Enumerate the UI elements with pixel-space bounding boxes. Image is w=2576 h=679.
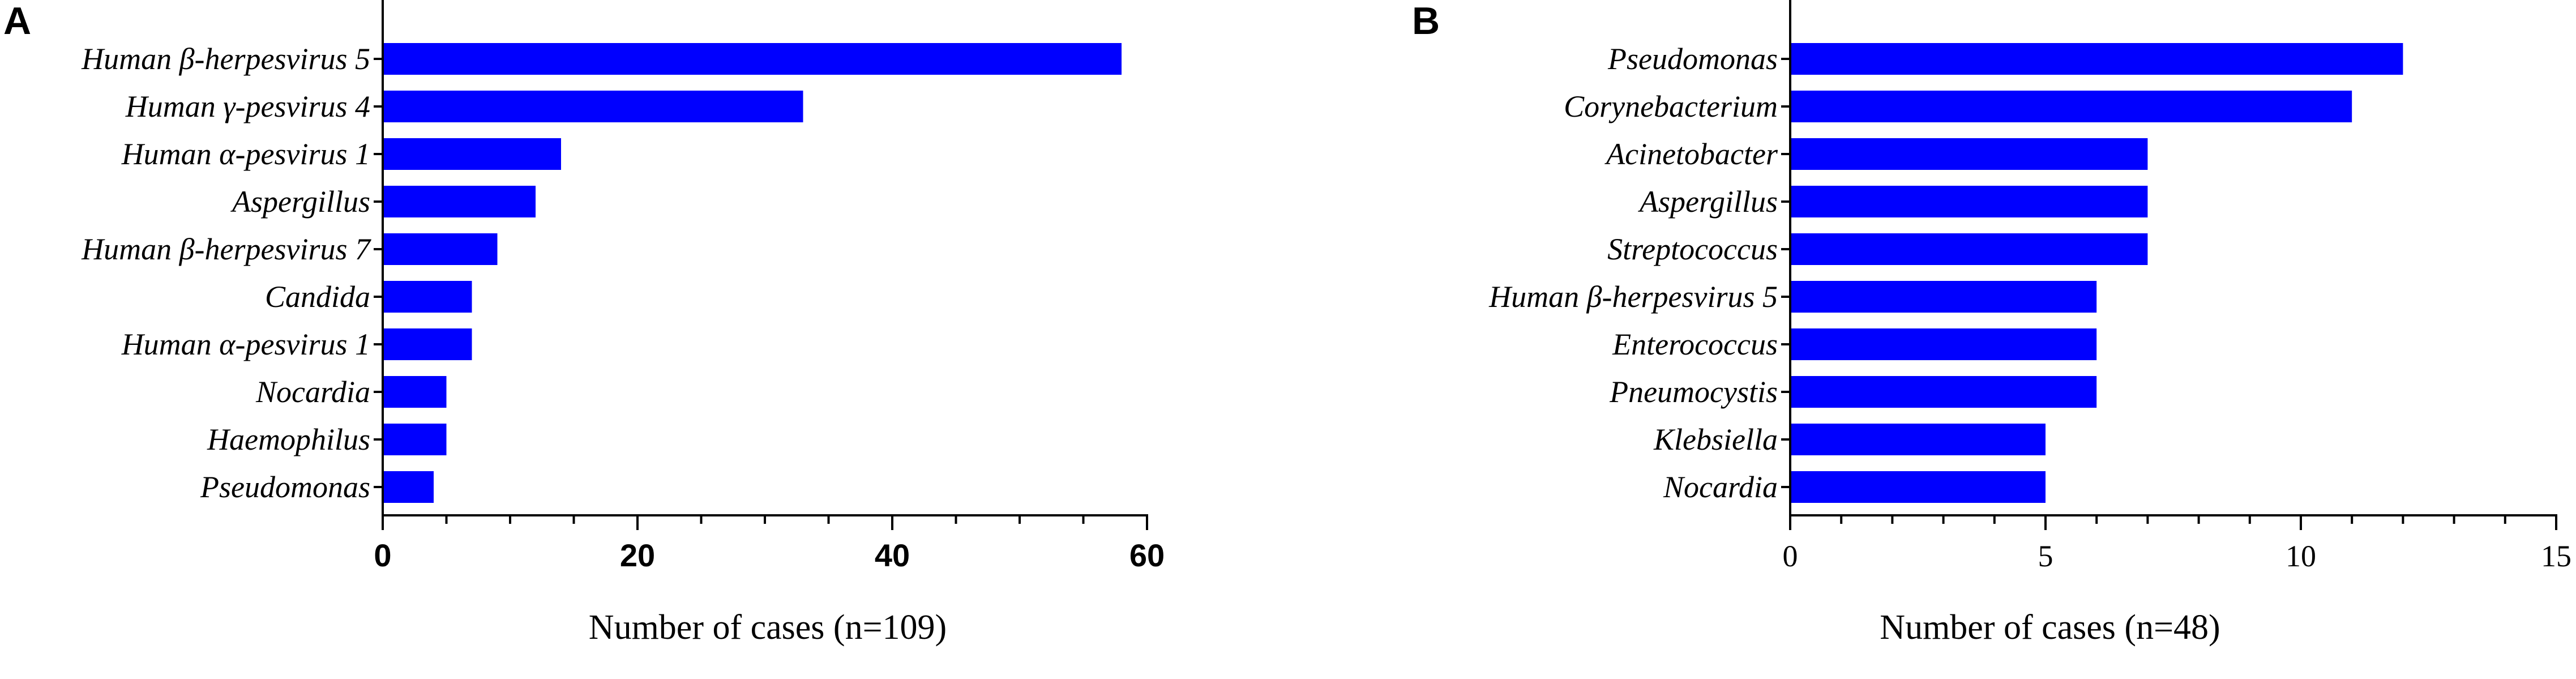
bar-b-0	[1790, 43, 2403, 75]
category-label-a-8: Haemophilus	[207, 422, 370, 456]
x-tick-label-b: 15	[2541, 539, 2571, 573]
bar-a-7	[383, 376, 447, 408]
x-tick-label-b: 10	[2286, 539, 2316, 573]
panel-b-x-axis-title: Number of cases (n=48)	[1880, 608, 2220, 647]
category-label-b-5: Human β-herpesvirus 5	[1488, 280, 1778, 314]
bar-b-6	[1790, 328, 2097, 360]
panel-b-chart: B Pseudomonas Corynebacterium Acinetobacte…	[1412, 0, 2571, 647]
bar-a-9	[383, 471, 434, 503]
bar-a-8	[383, 424, 447, 455]
panel-b-x-tick-labels: 0 5 10 15	[1783, 539, 2572, 573]
x-tick-label-b: 0	[1783, 539, 1798, 573]
x-tick-label-a: 20	[620, 537, 655, 573]
category-label-a-4: Human β-herpesvirus 7	[81, 232, 371, 266]
category-label-b-9: Nocardia	[1663, 470, 1778, 504]
bar-b-8	[1790, 424, 2046, 455]
bar-b-5	[1790, 281, 2097, 313]
bar-b-2	[1790, 138, 2148, 170]
category-label-b-7: Pneumocystis	[1609, 375, 1778, 409]
category-label-a-6: Human α-pesvirus 1	[121, 327, 370, 361]
bar-b-7	[1790, 376, 2097, 408]
panel-b-x-ticks	[1789, 515, 2557, 530]
category-label-a-0: Human β-herpesvirus 5	[81, 42, 370, 76]
bar-b-9	[1790, 471, 2046, 503]
panel-a-x-ticks	[382, 515, 1148, 530]
category-label-b-2: Acinetobacter	[1604, 137, 1778, 171]
panel-b-category-labels: Pseudomonas Corynebacterium Acinetobacter A…	[1488, 42, 1790, 504]
bar-a-2	[383, 138, 561, 170]
panel-b-bars	[1790, 43, 2403, 503]
panel-a-chart: A Human β-herpesvirus 5 Human γ-pesvirus …	[3, 0, 1165, 647]
category-label-a-3: Aspergillus	[230, 185, 370, 219]
panel-a-bars	[383, 43, 1122, 503]
bar-b-4	[1790, 233, 2148, 265]
bar-a-5	[383, 281, 472, 313]
x-tick-label-a: 0	[374, 537, 391, 573]
panel-b-letter: B	[1412, 0, 1440, 42]
category-label-a-5: Candida	[265, 280, 370, 314]
category-label-a-9: Pseudomonas	[200, 470, 370, 504]
bar-a-4	[383, 233, 498, 265]
x-tick-label-a: 40	[875, 537, 910, 573]
category-label-b-8: Klebsiella	[1653, 422, 1778, 456]
category-label-b-3: Aspergillus	[1638, 185, 1778, 219]
panel-a-letter: A	[3, 0, 31, 42]
category-label-b-4: Streptococcus	[1607, 232, 1778, 266]
x-tick-label-a: 60	[1129, 537, 1165, 573]
category-label-b-6: Enterococcus	[1612, 327, 1778, 361]
bar-a-6	[383, 328, 472, 360]
category-label-b-1: Corynebacterium	[1564, 89, 1778, 123]
bar-a-1	[383, 91, 803, 122]
x-tick-label-b: 5	[2038, 539, 2053, 573]
panel-a-x-tick-labels: 0 20 40 60	[374, 537, 1165, 573]
bar-b-3	[1790, 186, 2148, 217]
panel-a-x-axis-title: Number of cases (n=109)	[589, 608, 947, 647]
bar-a-0	[383, 43, 1122, 75]
category-label-b-0: Pseudomonas	[1607, 42, 1778, 76]
panel-a-category-labels: Human β-herpesvirus 5 Human γ-pesvirus 4 H…	[81, 42, 383, 504]
bar-b-1	[1790, 91, 2352, 122]
category-label-a-1: Human γ-pesvirus 4	[125, 89, 370, 123]
category-label-a-2: Human α-pesvirus 1	[121, 137, 370, 171]
category-label-a-7: Nocardia	[255, 375, 370, 409]
bar-a-3	[383, 186, 536, 217]
